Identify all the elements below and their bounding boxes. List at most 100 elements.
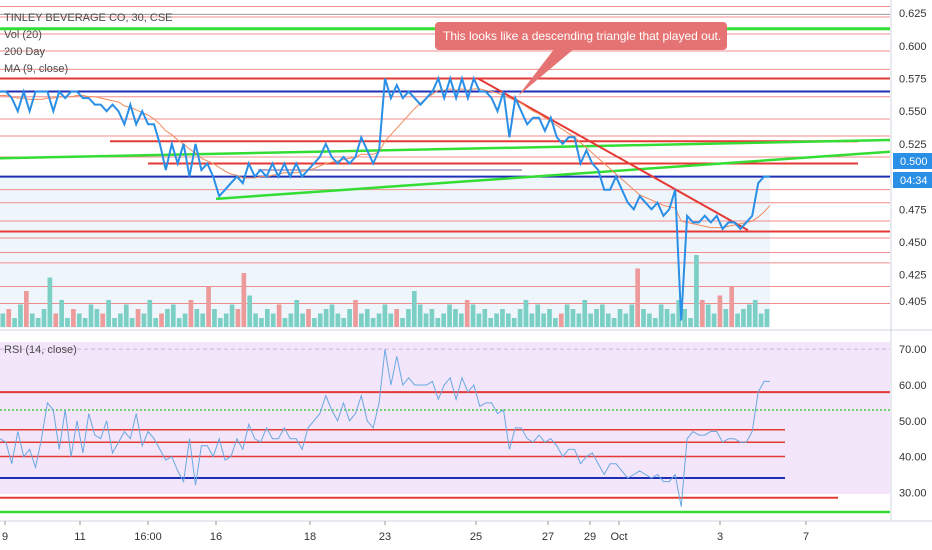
volume-bar: [482, 309, 488, 327]
volume-bar: [24, 291, 29, 327]
price-tick-label: 0.405: [899, 296, 927, 308]
volume-bar: [464, 300, 470, 327]
rsi-axis[interactable]: 30.00 40.00 50.00 60.00 70.00: [899, 344, 927, 499]
volume-bar: [347, 309, 352, 327]
volume-bar: [406, 309, 411, 327]
volume-bar: [717, 295, 723, 327]
rsi-series: [0, 349, 770, 507]
volume-bar: [59, 300, 64, 327]
volume-bar: [6, 309, 12, 327]
price-tick-label: 0.550: [899, 106, 927, 118]
annotation-text: This looks like a descending triangle th…: [443, 29, 721, 43]
volume-bar: [35, 318, 41, 327]
volume-bar: [353, 300, 358, 327]
annotation-pointer: [518, 48, 575, 96]
volume-bar: [764, 309, 770, 327]
volume-bar: [523, 300, 529, 327]
green-trendline-upper: [0, 138, 891, 160]
volume-bar: [517, 309, 523, 327]
green-trendline-lower: [215, 150, 891, 201]
volume-bar: [276, 304, 282, 327]
time-tick-label: Oct: [610, 531, 627, 543]
volume-bar: [112, 318, 117, 327]
price-tick-label: 0.575: [899, 73, 927, 85]
ma200-legend: 200 Day: [4, 46, 45, 58]
volume-bar: [600, 304, 605, 327]
volume-bar: [500, 309, 505, 327]
volume-bar: [752, 300, 758, 327]
volume-bar: [223, 313, 229, 327]
volume-bar: [106, 300, 111, 327]
volume-bar: [47, 277, 53, 327]
volume-bar: [576, 313, 582, 327]
volume-bar: [294, 300, 300, 327]
volume-bar: [582, 300, 588, 327]
price-tick-label: 0.625: [899, 8, 927, 20]
price-series: [0, 75, 771, 321]
volume-bar: [259, 318, 264, 327]
price-tick-label: 0.475: [899, 204, 927, 216]
volume-bar: [535, 304, 541, 327]
volume-bar: [100, 313, 106, 327]
volume-bar: [394, 309, 399, 327]
volume-bar: [470, 304, 476, 327]
volume-bar: [617, 309, 623, 327]
volume-bar: [71, 309, 76, 327]
volume-bar: [364, 309, 370, 327]
rsi-pane-background: [0, 342, 890, 494]
volume-bar: [417, 304, 423, 327]
volume-bar: [652, 318, 658, 327]
volume-bar: [335, 313, 341, 327]
volume-bar: [529, 313, 535, 327]
countdown-label: 04:34: [900, 175, 928, 187]
rsi-tick-label: 30.00: [899, 487, 927, 499]
volume-bar: [447, 304, 452, 327]
volume-bar: [682, 309, 688, 327]
volume-bar: [670, 313, 676, 327]
volume-bar: [623, 313, 629, 327]
volume-bar: [688, 318, 693, 327]
volume-bar: [711, 313, 717, 327]
volume-bar: [165, 309, 170, 327]
volume-bar: [182, 313, 188, 327]
volume-bar: [629, 304, 635, 327]
volume-bar: [212, 309, 217, 327]
time-axis[interactable]: 9 11 16:00 16 18 23 25 27 29 Oct 3 7: [2, 521, 809, 543]
volume-bar: [123, 304, 129, 327]
volume-bar: [488, 318, 494, 327]
volume-bar: [0, 313, 6, 327]
annotation-callout[interactable]: This looks like a descending triangle th…: [435, 22, 727, 96]
price-line: [0, 75, 770, 321]
volume-bar: [694, 255, 699, 327]
volume-bar: [400, 318, 405, 327]
volume-bar: [423, 313, 429, 327]
volume-bar: [88, 304, 94, 327]
volume-bar: [253, 313, 258, 327]
volume-bar: [312, 318, 317, 327]
volume-bar: [12, 318, 17, 327]
volume-bar: [170, 304, 176, 327]
volume-bar: [505, 313, 511, 327]
volume-bar: [494, 313, 499, 327]
volume-bar: [605, 313, 611, 327]
volume-bar: [553, 318, 558, 327]
volume-bar: [118, 313, 123, 327]
rsi-tick-label: 70.00: [899, 344, 927, 356]
volume-bar: [141, 313, 147, 327]
horizontal-levels: [0, 6, 890, 514]
volume-bar: [441, 313, 447, 327]
volume-bar: [300, 313, 305, 327]
volume-bar: [729, 286, 735, 327]
volume-bar: [200, 313, 206, 327]
volume-bar: [664, 309, 670, 327]
time-tick-label: 23: [379, 531, 391, 543]
volume-bar: [94, 309, 100, 327]
rsi-tick-label: 40.00: [899, 452, 927, 464]
time-tick-label: 3: [717, 531, 723, 543]
time-tick-label: 29: [584, 531, 596, 543]
volume-bar: [176, 318, 182, 327]
volume-bar: [382, 304, 388, 327]
volume-bar: [541, 313, 546, 327]
volume-bar: [359, 313, 364, 327]
